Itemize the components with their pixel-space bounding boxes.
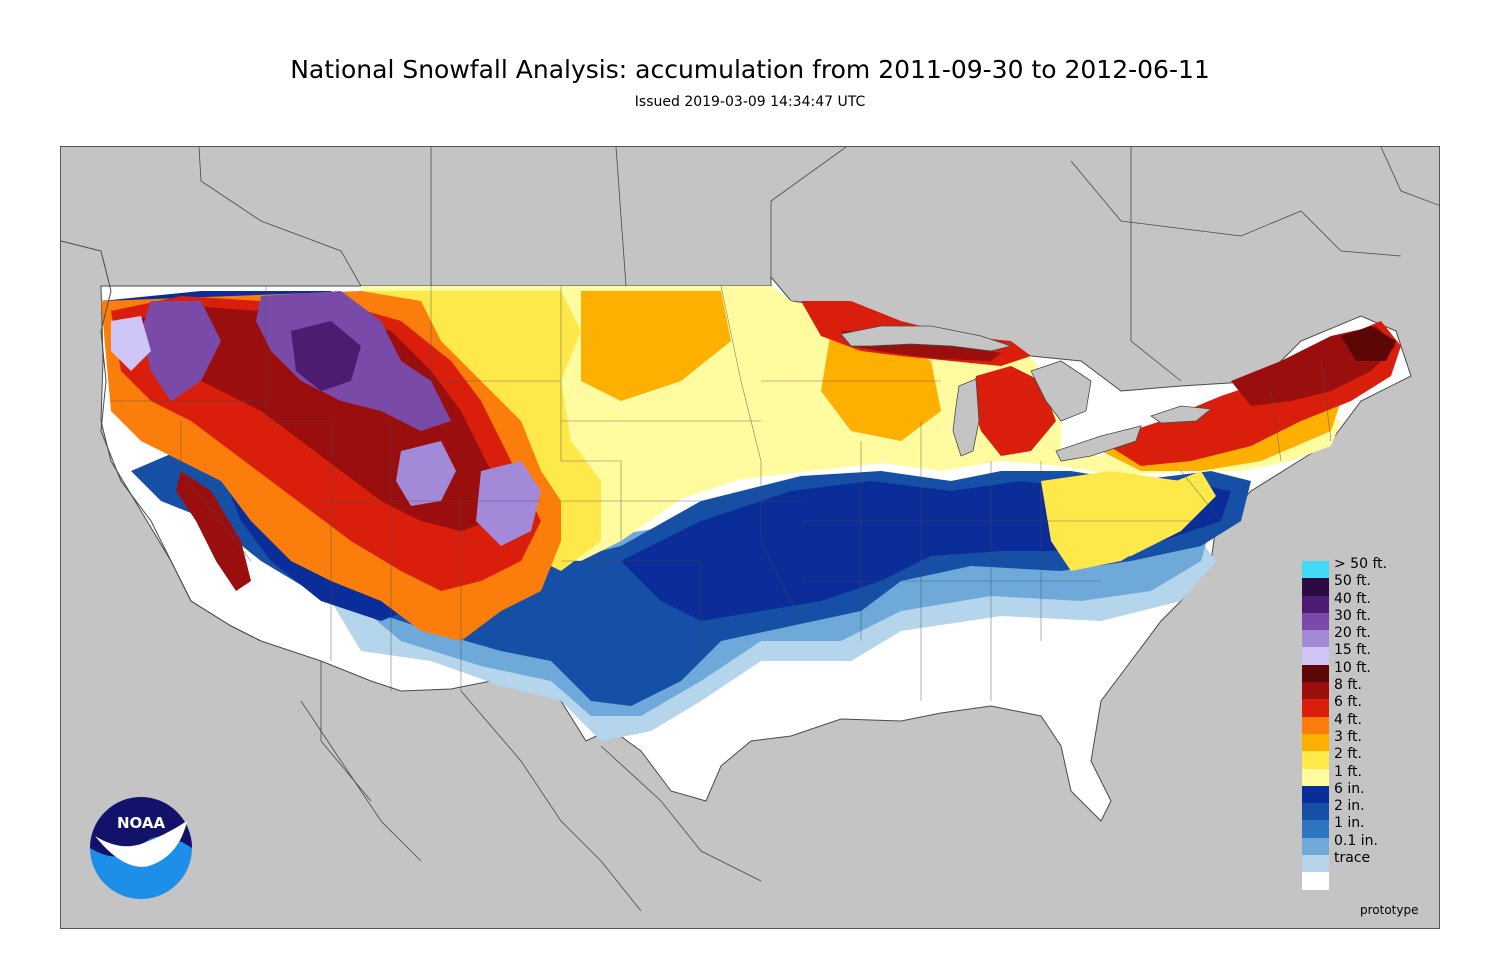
legend-label: 8 ft. [1334,677,1362,694]
noaa-logo-text: NOAA [117,814,166,832]
legend-item: 1 in. [1302,815,1412,838]
legend-label: 20 ft. [1334,625,1371,642]
snow-peaks-20ft [141,301,221,401]
legend-swatch [1302,716,1329,734]
legend-swatch [1302,630,1329,648]
snowfall-map [60,146,1440,929]
map-title: National Snowfall Analysis: accumulation… [290,55,1210,84]
snow-sierra [176,471,251,591]
lake-superior [840,325,1013,352]
legend-swatch [1302,647,1329,665]
legend-swatch [1302,751,1329,769]
legend-item [1302,872,1412,890]
lake-ontario [1150,405,1213,424]
legend-swatch [1302,612,1329,631]
legend-item: 2 ft. [1302,746,1412,769]
legend-item: 6 in. [1302,781,1412,804]
legend-swatch [1302,872,1329,890]
legend-swatch [1302,561,1329,579]
legend-item: 4 ft. [1302,712,1412,734]
state-boundaries [111,285,1332,701]
legend-swatch [1302,855,1329,873]
legend-item: 15 ft. [1302,642,1412,665]
snow-band-2ft-wi [821,331,941,441]
legend-item: > 50 ft. [1302,556,1412,579]
legend-swatch [1302,837,1329,856]
snow-peaks-15ft [111,316,151,371]
snow-appalachian [1091,471,1216,561]
snow-me-10ft [1341,326,1396,361]
legend-swatch [1302,733,1329,752]
country-boundaries [198,147,1439,912]
legend-item: 50 ft. [1302,573,1412,596]
legend-label: 50 ft. [1334,573,1371,590]
legend-swatch [1302,803,1329,821]
snow-peaks-30ft [291,321,361,391]
legend-label: 1 in. [1334,815,1365,832]
legend-item: 20 ft. [1302,625,1412,648]
legend-label: 4 ft. [1334,711,1362,728]
legend-label: 3 ft. [1334,728,1362,745]
legend-item: 0.1 in. [1302,833,1412,856]
lake-erie [1055,425,1142,462]
snow-peaks-ut [396,441,456,506]
legend-swatch [1302,785,1329,804]
legend-item: 40 ft. [1302,591,1412,613]
lake-huron [1030,360,1092,422]
legend-label: 0.1 in. [1334,832,1378,849]
legend-item: 3 ft. [1302,729,1412,752]
legend-label: 1 ft. [1334,763,1362,780]
legend-swatch [1302,768,1329,786]
legend-label: 30 ft. [1334,607,1371,624]
legend-swatch [1302,699,1329,717]
legend-label: 10 ft. [1334,659,1371,676]
snow-peaks-co [476,461,541,546]
legend-label: 6 ft. [1334,694,1362,711]
issued-timestamp: Issued 2019-03-09 14:34:47 UTC [634,94,866,110]
legend-label: trace [1334,850,1371,867]
legend-swatch [1302,664,1329,683]
prototype-label: prototype [1360,903,1419,917]
legend-item: trace [1302,850,1412,873]
legend-item: 2 in. [1302,798,1412,821]
snow-lower-mi [971,366,1056,456]
legend-label: 2 ft. [1334,746,1362,763]
pacific-coast [61,240,262,642]
legend-item: 10 ft. [1302,660,1412,683]
legend-swatch [1302,578,1329,596]
legend-label: 2 in. [1334,798,1365,815]
legend-item: 8 ft. [1302,677,1412,700]
legend-item: 6 ft. [1302,694,1412,717]
noaa-logo: NOAA [89,796,193,900]
legend-item: 1 ft. [1302,764,1412,786]
legend-swatch [1302,595,1329,613]
legend-swatch [1302,682,1329,700]
legend-label: 6 in. [1334,780,1365,797]
legend-label: 40 ft. [1334,590,1371,607]
snow-band-2ft-plains [581,291,731,401]
lake-michigan [952,378,980,457]
legend-label: 15 ft. [1334,642,1371,659]
legend-swatch [1302,820,1329,838]
legend: > 50 ft. 50 ft. 40 ft. 30 ft. 20 ft. 15 ft. 10… [1302,556,1412,890]
legend-item: 30 ft. [1302,608,1412,631]
legend-label: > 50 ft. [1334,556,1388,572]
